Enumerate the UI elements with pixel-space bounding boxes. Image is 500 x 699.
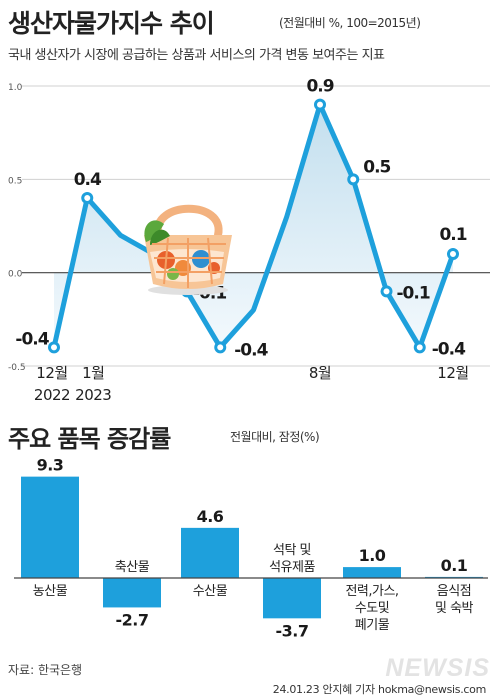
x-tick-label: 2023: [75, 386, 111, 404]
category-label: 전력,가스,: [345, 584, 398, 599]
bar: [103, 578, 161, 608]
x-tick-label: 12월: [437, 364, 468, 382]
bar: [343, 567, 401, 578]
data-label: 0.4: [74, 170, 102, 190]
data-point: [413, 341, 426, 354]
bar-value-label: -2.7: [116, 610, 149, 629]
series-line: [51, 102, 456, 350]
x-tick-label: 8월: [309, 364, 331, 382]
data-label: -0.4: [15, 329, 49, 349]
area-fill: [54, 104, 453, 348]
data-point: [380, 285, 393, 298]
data-point: [81, 192, 94, 204]
bar-value-label: 1.0: [359, 546, 386, 565]
data-label: 0.5: [363, 157, 390, 177]
bar: [263, 578, 321, 619]
data-point: [214, 341, 227, 354]
data-label: -0.4: [234, 340, 268, 360]
data-label: 0.9: [306, 77, 333, 97]
chart-unit: (전월대비 %, 100=2015년): [279, 16, 421, 30]
title-block: 생산자물가지수 추이 (전월대비 %, 100=2015년) 국내 생산자가 시…: [0, 0, 500, 74]
data-point: [314, 98, 326, 111]
category-label: 농산물: [33, 584, 68, 599]
bar-value-label: -3.7: [276, 621, 309, 640]
category-label: 및 숙박: [435, 601, 474, 616]
x-tick-label: 2022: [34, 386, 70, 404]
line-chart: 1.00.50.0-0.5 -0.40.4-0.1-0.40.90.5-0.1-…: [8, 77, 490, 404]
bar-chart-title: 주요 품목 증감률: [8, 425, 171, 453]
data-point: [347, 173, 360, 186]
category-label: 음식점: [437, 584, 471, 599]
x-tick-label: 12월: [36, 364, 67, 382]
x-tick-label: 1월: [82, 364, 104, 382]
bar-value-label: 4.6: [197, 507, 224, 526]
bar-value-label: 9.3: [37, 456, 64, 475]
data-point: [447, 248, 459, 260]
bar: [181, 527, 239, 578]
category-label: 석탁 및: [273, 543, 311, 558]
newsis-logo: NEWSIS: [385, 654, 490, 682]
bar-value-label: 0.1: [441, 556, 468, 575]
credit-line: 24.01.23 안지혜 기자 hokma@newsis.com: [272, 683, 487, 696]
y-tick-label: 1.0: [8, 83, 23, 93]
chart-subtitle: 국내 생산자가 시장에 공급하는 상품과 서비스의 가격 변동 보여주는 지표: [8, 48, 385, 63]
bar-chart-unit: 전월대비, 잠정(%): [230, 430, 320, 444]
chart-title: 생산자물가지수 추이: [8, 9, 215, 38]
y-tick-label: -0.5: [8, 363, 26, 373]
shopping-basket-icon: [144, 204, 232, 295]
category-label: 석유제품: [269, 560, 315, 575]
bar: [21, 476, 79, 578]
source-note: 자료: 한국은행: [8, 663, 83, 677]
category-label: 수산물: [193, 584, 228, 599]
y-tick-label: 0.5: [8, 176, 22, 186]
category-label: 폐기물: [355, 618, 390, 633]
data-label: -0.1: [397, 283, 430, 303]
category-label: 수도및: [355, 601, 389, 616]
y-tick-label: 0.0: [8, 270, 23, 280]
data-point: [48, 341, 60, 354]
data-label: -0.4: [432, 339, 466, 359]
category-label: 축산물: [115, 560, 150, 575]
data-label: 0.1: [439, 225, 466, 245]
